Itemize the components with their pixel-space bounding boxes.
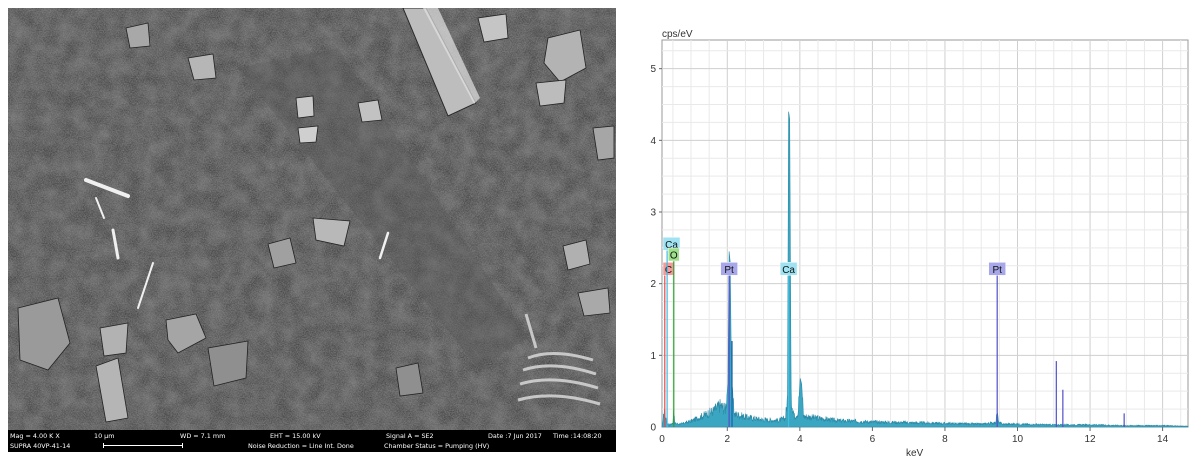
x-tick-label: 6 bbox=[870, 434, 876, 445]
sem-scale-label: 10 µm bbox=[94, 432, 115, 440]
x-tick-label-zero: 0 bbox=[659, 434, 665, 445]
sem-info-bar: Mag = 4.00 K X 10 µm WD = 7.1 mm EHT = 1… bbox=[8, 430, 616, 452]
marker-label-text: Ca bbox=[665, 240, 678, 251]
sem-eht: EHT = 15.00 kV bbox=[270, 432, 321, 440]
spectrum-area bbox=[661, 111, 1189, 428]
marker-label-box bbox=[668, 247, 680, 262]
sem-chamber-status: Chamber Status = Pumping (HV) bbox=[384, 442, 490, 450]
eds-spectrum-chart: C Ca O Pt Ca Pt 2 4 6 8 10 12 14 1 2 3 4 5 0 0 cps/eV keV bbox=[640, 26, 1194, 460]
x-tick-label: 8 bbox=[942, 434, 948, 445]
marker-label-text: C bbox=[665, 265, 672, 276]
plot-area bbox=[661, 39, 1189, 428]
marker-label-text: Pt bbox=[992, 265, 1002, 276]
grid bbox=[662, 40, 1188, 427]
x-tick-label: 14 bbox=[1157, 434, 1169, 445]
sem-time: Time :14:08:20 bbox=[553, 432, 602, 440]
x-axis-title: keV bbox=[906, 448, 924, 459]
sem-wd: WD = 7.1 mm bbox=[180, 432, 226, 440]
sem-signal: Signal A = SE2 bbox=[386, 432, 434, 440]
marker-label-ca: Ca bbox=[779, 262, 798, 276]
sem-mag: Mag = 4.00 K X bbox=[10, 432, 60, 440]
marker-label-box bbox=[779, 262, 798, 276]
marker-label-text: Pt bbox=[724, 265, 734, 276]
sem-instrument: SUPRA 40VP-41-14 bbox=[10, 442, 71, 450]
sem-micrograph-texture bbox=[8, 8, 616, 430]
y-tick-label: 4 bbox=[650, 136, 656, 147]
y-tick-label: 1 bbox=[650, 351, 656, 362]
marker-label-c: C bbox=[662, 262, 675, 276]
y-axis-title: cps/eV bbox=[662, 29, 693, 40]
sem-scale-bar bbox=[103, 443, 183, 448]
x-tick-label: 4 bbox=[797, 434, 803, 445]
marker-label-text: O bbox=[670, 251, 678, 262]
y-tick-label: 3 bbox=[650, 208, 656, 219]
x-tick-label: 10 bbox=[1012, 434, 1024, 445]
marker-label-ca: Ca bbox=[662, 237, 681, 251]
y-tick-label-zero: 0 bbox=[650, 423, 656, 434]
x-tick-label: 2 bbox=[725, 434, 731, 445]
marker-label-text: Ca bbox=[782, 265, 795, 276]
sem-micrograph: Mag = 4.00 K X 10 µm WD = 7.1 mm EHT = 1… bbox=[8, 8, 616, 452]
marker-label-pt: Pt bbox=[720, 262, 738, 276]
y-tick-label: 2 bbox=[650, 279, 656, 290]
marker-label-box bbox=[720, 262, 738, 276]
y-tick-label: 5 bbox=[650, 64, 656, 75]
marker-label-pt: Pt bbox=[988, 262, 1006, 276]
sem-date: Date :7 Jun 2017 bbox=[488, 432, 542, 440]
marker-label-box bbox=[988, 262, 1006, 276]
sem-noise-reduction: Noise Reduction = Line Int. Done bbox=[248, 442, 354, 450]
x-tick-label: 12 bbox=[1084, 434, 1096, 445]
marker-label-o: O bbox=[668, 247, 680, 262]
spectrum-layer bbox=[661, 111, 1189, 428]
